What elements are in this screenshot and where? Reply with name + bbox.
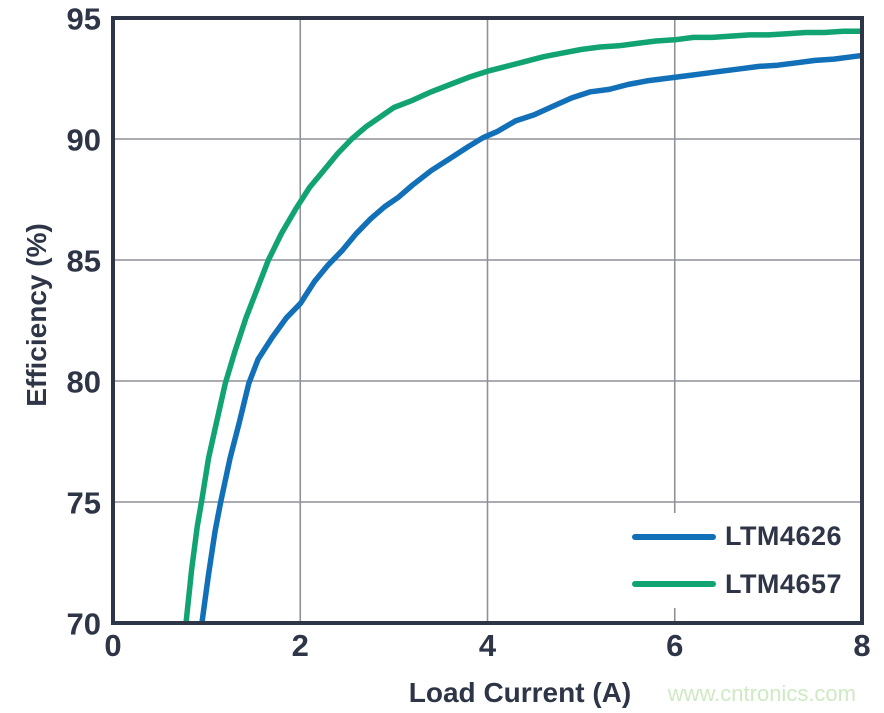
x-tick-label: 2 <box>292 628 309 663</box>
x-axis-title: Load Current (A) <box>408 677 632 708</box>
watermark: www.cntronics.com <box>667 681 856 706</box>
legend: LTM4626 LTM4657 <box>582 513 858 608</box>
tick-labels: 70 75 80 85 90 95 0 2 4 6 8 <box>67 2 871 664</box>
legend-item-ltm4626: LTM4626 <box>631 521 842 552</box>
axes-frame <box>111 16 864 625</box>
legend-label: LTM4626 <box>724 521 842 552</box>
legend-label: LTM4657 <box>724 568 842 599</box>
y-tick-label: 80 <box>67 365 101 400</box>
curves <box>183 28 862 623</box>
y-tick-label: 90 <box>67 123 101 158</box>
y-axis-title: Efficiency (%) <box>21 223 52 407</box>
legend-line-swatch <box>631 581 716 588</box>
plot-frame <box>111 16 864 625</box>
y-tick-label: 85 <box>67 244 101 279</box>
y-tick-label: 70 <box>67 607 101 642</box>
ltm4657-curve <box>183 28 862 623</box>
gridlines <box>113 18 862 623</box>
legend-item-ltm4657: LTM4657 <box>631 568 842 600</box>
y-tick-label: 75 <box>67 486 101 521</box>
ltm4626-curve <box>199 52 862 623</box>
x-tick-label: 0 <box>104 628 121 663</box>
x-tick-label: 8 <box>853 628 870 663</box>
x-tick-label: 4 <box>479 628 497 663</box>
legend-line-swatch <box>631 533 716 540</box>
y-tick-label: 95 <box>67 2 101 37</box>
x-tick-label: 6 <box>666 628 683 663</box>
